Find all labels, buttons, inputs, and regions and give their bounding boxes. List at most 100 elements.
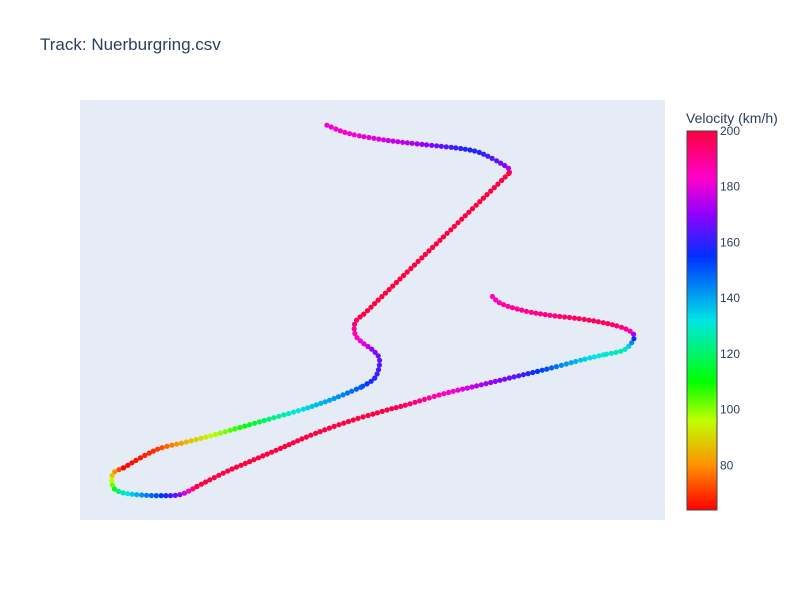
track-point-51 [469,206,476,212]
track-point-57 [448,227,454,233]
track-point-121 [276,413,282,419]
track-point-106 [344,390,351,396]
track-point-229 [417,398,423,404]
track-point-213 [341,420,347,426]
track-point-166 [134,492,140,498]
track-point-248 [506,375,512,381]
track-point-163 [120,490,126,496]
track-point-289 [576,316,582,322]
track-point-109 [331,395,337,402]
track-point-74 [386,287,392,293]
colorbar [686,130,718,511]
track-point-151 [133,457,139,463]
track-point-100 [368,378,374,384]
track-point-295 [547,312,553,318]
track-point-267 [596,353,602,359]
track-point-152 [129,460,135,466]
track-point-101 [364,381,370,387]
track-point-59 [440,234,447,240]
track-point-167 [139,492,145,498]
track-point-61 [433,241,439,247]
track-point-135 [208,433,214,439]
track-point-303 [509,305,516,311]
track-point-203 [295,438,301,444]
track-point-26 [448,144,454,150]
track-point-93 [372,349,378,355]
track-point-80 [364,308,370,314]
track-point-187 [225,468,231,474]
track-point-282 [609,322,616,328]
track-point-98 [374,371,380,377]
track-point-130 [232,426,238,432]
plot-area [80,100,665,520]
colorbar-tick-180: 180 [720,180,740,194]
track-point-227 [407,401,413,407]
track-point-75 [382,290,389,296]
track-point-70 [401,272,407,279]
track-point-247 [502,376,508,382]
track-point-251 [520,372,527,378]
track-point-123 [266,416,272,422]
track-point-37 [498,160,504,166]
track-point-175 [177,492,183,498]
track-point-169 [148,492,154,499]
track-point-245 [492,378,498,384]
track-point-136 [203,434,209,440]
track-point-133 [217,430,223,436]
track-point-47 [484,192,490,198]
track-point-31 [472,148,478,154]
track-point-235 [446,389,452,396]
track-point-208 [317,429,323,435]
track-point-43 [499,177,505,184]
track-point-125 [256,419,262,425]
track-point-113 [313,402,319,408]
track-point-107 [340,392,346,398]
track-point-68 [408,265,414,272]
track-point-302 [514,306,520,312]
track-point-219 [370,411,376,417]
track-point-148 [146,450,152,456]
track-point-55 [455,220,461,226]
track-point-164 [125,491,131,497]
track-point-256 [544,366,550,372]
track-point-202 [290,440,296,446]
track-point-253 [530,369,536,376]
track-point-29 [462,146,468,152]
track-point-86 [351,326,357,332]
track-point-222 [384,407,390,413]
track-point-132 [222,429,228,435]
track-point-285 [595,319,601,325]
track-point-272 [618,348,624,354]
track-point-194 [255,455,261,461]
track-point-52 [466,209,472,215]
track-point-32 [476,149,482,155]
track-point-224 [393,405,399,411]
track-point-190 [238,462,244,468]
track-point-178 [190,486,196,492]
track-point-263 [578,357,584,363]
track-point-158 [109,473,115,479]
track-point-105 [349,388,355,394]
track-point-131 [227,427,233,433]
track-point-36 [494,158,500,164]
track-point-230 [421,396,427,402]
track-point-306 [496,300,502,306]
track-point-308 [489,293,495,300]
track-point-232 [431,393,437,399]
colorbar-tick-120: 120 [720,347,740,361]
track-point-2 [333,126,339,132]
track-point-7 [356,133,362,139]
track-point-297 [537,311,544,317]
track-point-119 [286,411,292,417]
track-point-0 [324,122,330,128]
track-point-165 [129,491,135,497]
track-point-22 [429,142,435,148]
colorbar-title: Velocity (km/h) [686,110,778,126]
track-point-183 [207,477,213,483]
track-point-186 [220,470,226,476]
track-point-233 [436,392,442,398]
track-point-161 [111,486,118,492]
track-point-291 [566,314,573,321]
track-point-25 [443,144,449,150]
track-point-259 [558,362,565,368]
